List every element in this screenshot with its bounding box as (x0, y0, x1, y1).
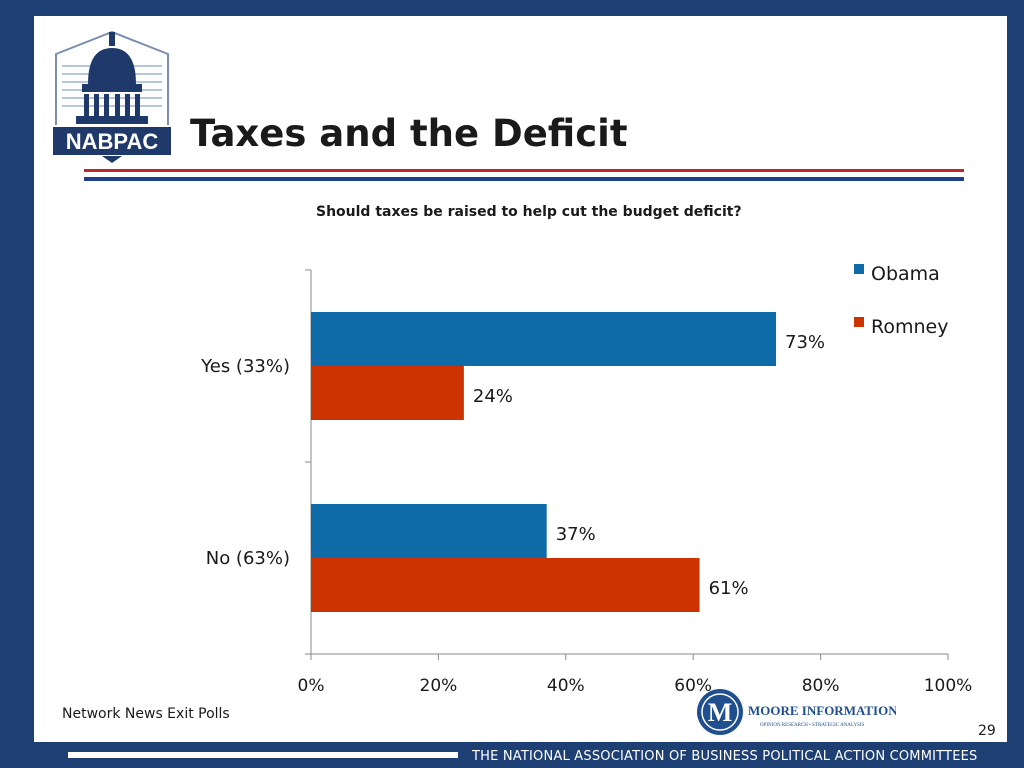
title-divider-red (84, 169, 964, 172)
x-tick-label: 100% (924, 676, 973, 696)
footer-bar (68, 752, 458, 758)
x-tick-label: 60% (674, 676, 712, 696)
bar-obama (311, 312, 777, 366)
moore-logo-name: MOORE INFORMATION (748, 703, 896, 718)
title-divider-blue (84, 177, 964, 181)
x-tick-label: 40% (547, 676, 585, 696)
x-tick-label: 80% (802, 676, 840, 696)
data-label: 61% (709, 578, 749, 599)
category-label: No (63%) (206, 548, 290, 569)
bar-romney (311, 558, 700, 612)
data-label: 73% (785, 332, 825, 353)
logo-text: NABPAC (66, 129, 159, 154)
moore-information-logo: M MOORE INFORMATION OPINION RESEARCH • S… (697, 689, 896, 735)
page-number: 29 (978, 723, 996, 739)
legend-label: Romney (871, 316, 948, 338)
nabpac-logo: NABPAC (51, 30, 173, 163)
slide-canvas (34, 16, 1007, 742)
footer-organization: THE NATIONAL ASSOCIATION OF BUSINESS POL… (472, 749, 978, 764)
x-tick-label: 0% (298, 676, 325, 696)
data-label: 24% (473, 386, 513, 407)
moore-logo-tagline: OPINION RESEARCH • STRATEGIC ANALYSIS (760, 723, 865, 728)
source-note: Network News Exit Polls (62, 706, 230, 722)
bar-obama (311, 504, 547, 558)
legend-swatch-romney (854, 317, 864, 327)
chart-title: Should taxes be raised to help cut the b… (316, 204, 742, 220)
page-title: Taxes and the Deficit (190, 112, 628, 155)
legend-label: Obama (871, 263, 940, 285)
bar-romney (311, 366, 464, 420)
x-tick-label: 20% (420, 676, 458, 696)
data-label: 37% (556, 524, 596, 545)
legend-swatch-obama (854, 264, 864, 274)
category-label: Yes (33%) (200, 356, 290, 377)
moore-logo-letter: M (708, 698, 733, 727)
